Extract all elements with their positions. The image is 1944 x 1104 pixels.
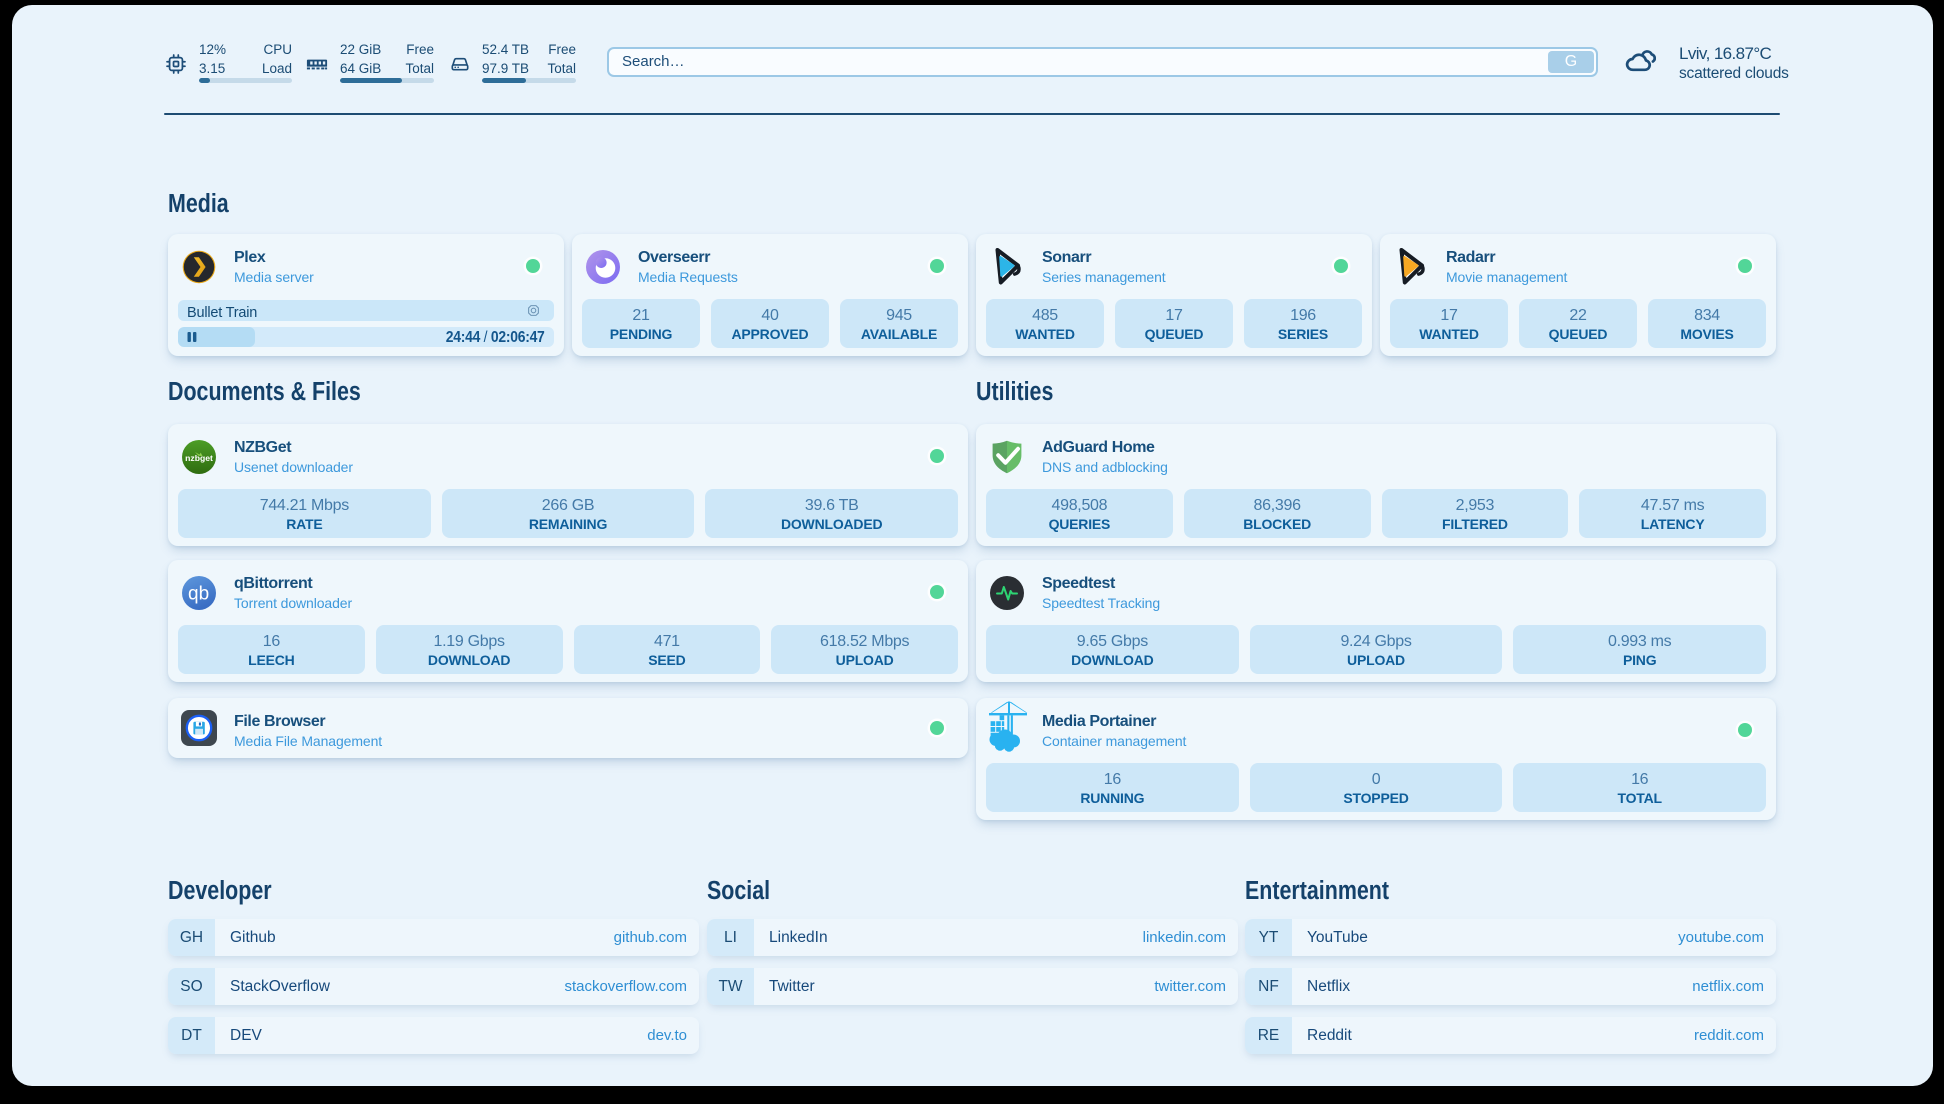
svg-text:nzbget: nzbget	[185, 453, 213, 463]
svg-text:qb: qb	[188, 584, 209, 605]
